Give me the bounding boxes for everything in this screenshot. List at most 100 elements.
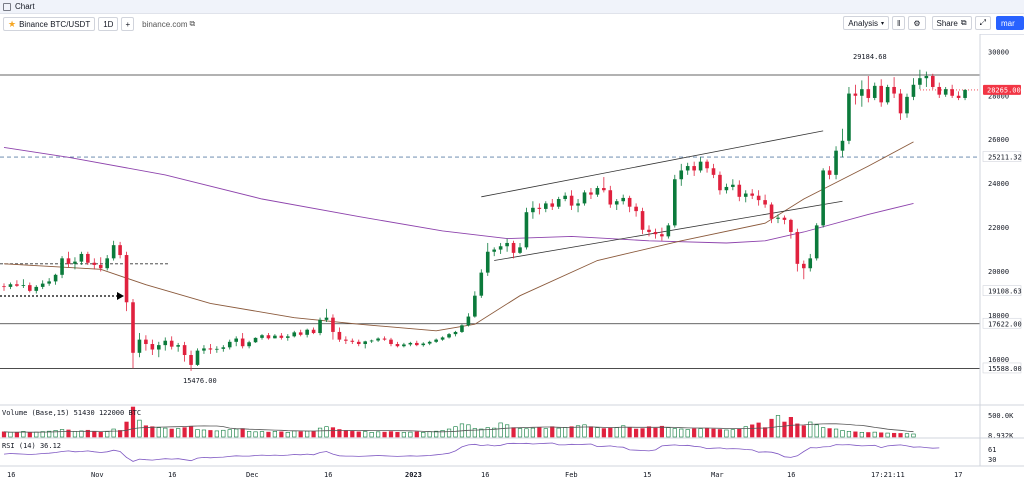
price-axis[interactable]: 30000 28000 26000 25211.32 24000 22000 20000 19… (982, 48, 1022, 374)
candle (318, 317, 322, 336)
symbol-selector[interactable]: ★ Binance BTC/USDT (3, 17, 96, 31)
volume-bar (330, 427, 336, 438)
volume-bar (466, 424, 471, 438)
window-titlebar: Chart (0, 0, 1024, 14)
candle-body (60, 258, 64, 275)
volume-bar (698, 428, 703, 438)
interval-selector[interactable]: 1D (98, 17, 119, 31)
analysis-dropdown[interactable]: Analysis ▾ (843, 16, 890, 30)
candle-body (582, 192, 587, 204)
price-chart[interactable]: 29184.68 15476.00 30000 28000 26000 25211.3… (0, 34, 1024, 491)
ma-brown-line (3, 141, 914, 332)
volume-bar (762, 427, 768, 438)
candle-body (427, 341, 432, 344)
volume-bar (866, 432, 871, 438)
rsi-axis-top: 61 (988, 446, 996, 454)
volume-bar (369, 432, 374, 438)
candle (673, 174, 677, 228)
candle (298, 329, 303, 337)
volume-bar (163, 427, 168, 438)
candle (943, 86, 948, 97)
settings-button[interactable]: ⚙ (908, 16, 926, 30)
volume-bar (66, 429, 71, 438)
price-tick-label: 19108.63 (988, 288, 1022, 296)
volume-bar (633, 428, 639, 438)
volume-bar (743, 426, 748, 438)
candle (660, 227, 664, 241)
candle-body (911, 84, 916, 97)
source-link[interactable]: binance.com ⧉ (142, 19, 195, 29)
candle (795, 228, 800, 272)
candle-body (47, 281, 51, 284)
current-price-label: 28265.00 (987, 86, 1021, 94)
fullscreen-button[interactable]: ⤢ (974, 16, 991, 30)
candle (356, 339, 361, 347)
share-button[interactable]: Share ⧉ (931, 16, 972, 30)
volume-bar (266, 431, 271, 438)
candle (227, 339, 232, 350)
candle-body (724, 186, 729, 191)
candle (602, 177, 606, 193)
candle-body (202, 348, 206, 351)
volume-bar (808, 421, 813, 438)
volume-bar (143, 425, 149, 438)
candle (8, 282, 13, 290)
candle-body (563, 195, 567, 200)
candle-body (931, 75, 935, 87)
candle-body (511, 242, 516, 253)
volume-bar (537, 427, 542, 438)
volume-bar (111, 428, 116, 438)
candle (195, 348, 200, 366)
candle (956, 91, 961, 101)
volume-bar (324, 426, 329, 438)
candle (505, 238, 509, 252)
volume-bar (317, 427, 323, 438)
volume-bars (1, 406, 916, 438)
candle (485, 242, 490, 276)
volume-bar (492, 427, 497, 438)
star-icon[interactable]: ★ (8, 18, 17, 29)
candle-body (363, 341, 367, 345)
candle (79, 251, 84, 265)
volume-bar (595, 427, 600, 438)
window-title: Chart (15, 2, 35, 11)
rsi-label: RSI (14) 36.12 (2, 442, 61, 450)
candle (544, 201, 548, 213)
candle-body (589, 192, 593, 195)
time-axis[interactable]: 16Nov16Dec16202316Feb15Mar16Apr17 (7, 471, 962, 479)
candle-body (782, 217, 787, 220)
candle-body (498, 246, 503, 250)
candle-body (840, 140, 845, 151)
candle (576, 199, 580, 213)
extra-button[interactable]: mar (996, 16, 1024, 30)
pause-button[interactable]: ‖ (892, 16, 906, 30)
volume-bar (305, 430, 310, 438)
candle (73, 257, 77, 270)
volume-bar (40, 431, 45, 438)
candle-body (763, 200, 767, 205)
volume-bar (621, 425, 626, 438)
candle-body (402, 344, 406, 347)
price-level-tag (982, 317, 1022, 329)
volume-bar (511, 427, 516, 438)
candle-body (208, 348, 213, 350)
candle-body (834, 150, 838, 175)
candle (608, 185, 613, 208)
candle (782, 215, 787, 225)
compare-button[interactable]: + (121, 17, 135, 31)
candle-body (937, 86, 942, 95)
price-tick-label: 20000 (988, 268, 1009, 276)
candle (911, 78, 916, 101)
candle (215, 346, 219, 353)
candle (427, 340, 432, 346)
candle-body (673, 179, 677, 226)
volume-bar (92, 431, 97, 438)
candle (421, 342, 426, 347)
volume-bar (627, 427, 632, 438)
volume-bar (659, 425, 664, 438)
candle (163, 337, 168, 351)
candle (531, 201, 535, 219)
candle (821, 168, 825, 228)
candle-body (634, 206, 638, 212)
rsi-axis-bottom: 30 (988, 456, 996, 464)
